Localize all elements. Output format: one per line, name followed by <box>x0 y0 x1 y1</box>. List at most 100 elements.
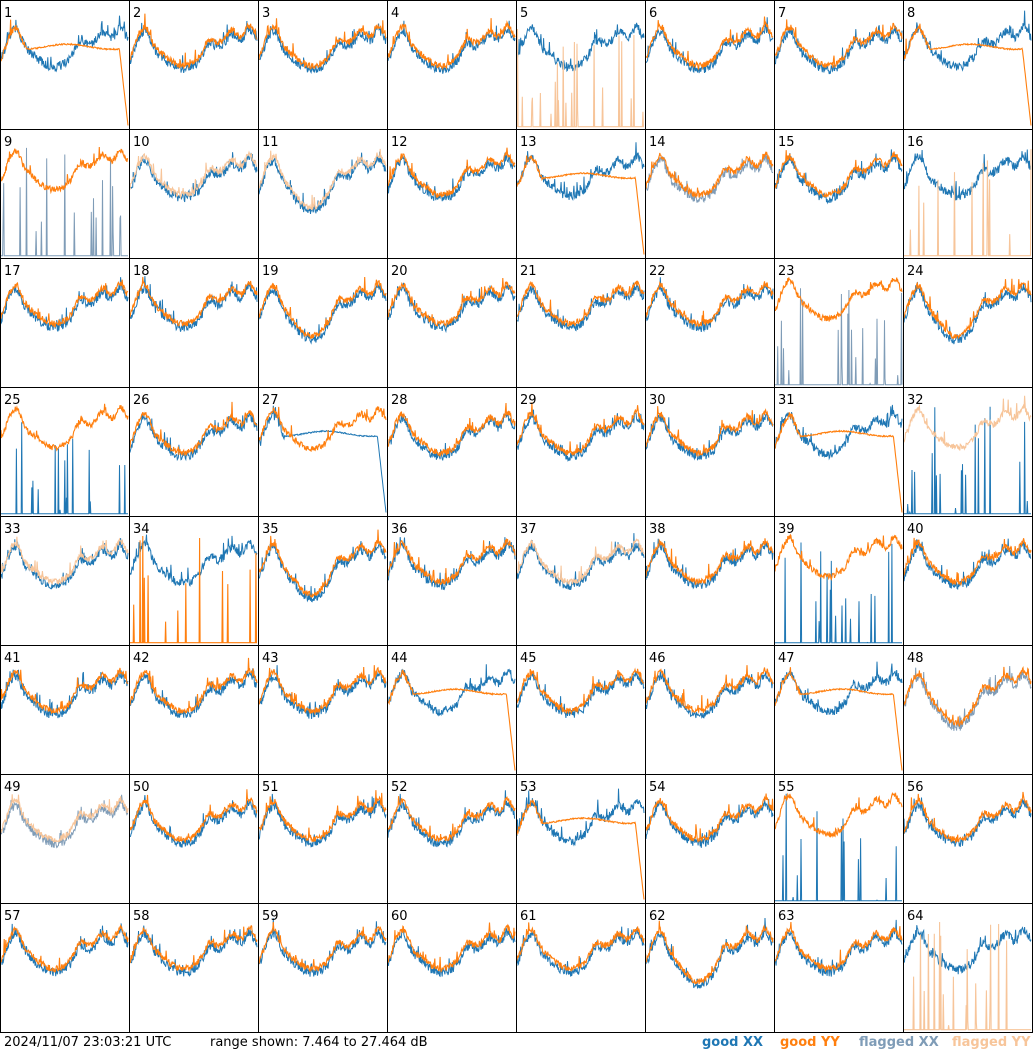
panel-62: 62 <box>645 903 775 1033</box>
panel-47: 47 <box>774 645 904 775</box>
panel-59-yy-line <box>258 921 387 973</box>
panel-28-label: 28 <box>391 393 408 408</box>
panel-28: 28 <box>387 387 517 517</box>
panel-23-label: 23 <box>778 264 795 279</box>
panel-20: 20 <box>387 258 517 388</box>
panel-42-label: 42 <box>133 651 150 666</box>
panel-12-yy-line <box>387 147 516 199</box>
panel-23: 23 <box>774 258 904 388</box>
panel-6-frame <box>645 0 775 130</box>
panel-18-xx-line <box>129 276 258 332</box>
panel-14-yy-line <box>645 151 774 199</box>
panel-32-yy-line <box>903 395 1032 451</box>
panel-2-yy-line <box>129 13 258 70</box>
panel-17: 17 <box>0 258 130 388</box>
panel-24: 24 <box>903 258 1033 388</box>
panel-51-xx-line <box>258 793 387 848</box>
panel-61-yy-line <box>516 922 645 972</box>
panel-8-yy-line <box>903 23 1032 126</box>
panel-11: 11 <box>258 129 388 259</box>
panel-43: 43 <box>258 645 388 775</box>
panel-5-xx-line <box>516 22 645 73</box>
panel-63-label: 63 <box>778 909 795 924</box>
panel-51-label: 51 <box>262 780 279 795</box>
panel-21: 21 <box>516 258 646 388</box>
panel-55-yy-line <box>774 792 903 838</box>
panel-11-yy-line <box>258 148 387 211</box>
panel-35-yy-line <box>258 529 387 598</box>
panel-52-xx-line <box>387 790 516 848</box>
panel-50-label: 50 <box>133 780 150 795</box>
panel-9-label: 9 <box>4 135 12 150</box>
panel-3: 3 <box>258 0 388 130</box>
panel-28-xx-line <box>388 413 516 461</box>
panel-35-label: 35 <box>262 522 279 537</box>
panel-56-yy-line <box>903 791 1032 844</box>
panel-4-yy-line <box>387 18 516 71</box>
panel-58-yy-line <box>129 924 258 973</box>
panel-61-label: 61 <box>520 909 537 924</box>
panel-7: 7 <box>774 0 904 130</box>
panel-58: 58 <box>129 903 259 1033</box>
panel-25-label: 25 <box>4 393 21 408</box>
panel-60-label: 60 <box>391 909 408 924</box>
panel-21-yy-line <box>516 280 645 328</box>
panel-56-xx-line <box>903 797 1032 847</box>
panel-31-yy-line <box>774 412 903 513</box>
legend-flagged-yy: flagged YY <box>952 1035 1031 1050</box>
panel-32-label: 32 <box>907 393 924 408</box>
panel-37-xx-line <box>516 533 645 591</box>
panel-64-yy-line <box>904 921 1031 1031</box>
panel-39-label: 39 <box>778 522 795 537</box>
panel-5-label: 5 <box>520 6 528 21</box>
panel-14-label: 14 <box>649 135 666 150</box>
panel-51: 51 <box>258 774 388 904</box>
panel-9-xx-line <box>1 147 128 257</box>
panel-41-xx-line <box>0 669 129 719</box>
panel-3-label: 3 <box>262 6 270 21</box>
panel-6-xx-line <box>645 17 774 74</box>
panel-39: 39 <box>774 516 904 646</box>
panel-23-yy-line <box>774 277 903 322</box>
panel-1-label: 1 <box>4 6 12 21</box>
panel-36-xx-line <box>387 537 516 591</box>
panel-19-xx-line <box>258 283 387 345</box>
panel-13: 13 <box>516 129 646 259</box>
panel-13-label: 13 <box>520 135 537 150</box>
panel-24-xx-line <box>903 282 1032 345</box>
panel-44-label: 44 <box>391 651 408 666</box>
panel-58-label: 58 <box>133 909 150 924</box>
panel-57: 57 <box>0 903 130 1033</box>
panel-40: 40 <box>903 516 1033 646</box>
panel-19-yy-line <box>258 276 387 340</box>
panel-52: 52 <box>387 774 517 904</box>
panel-2-label: 2 <box>133 6 141 21</box>
panel-22: 22 <box>645 258 775 388</box>
legend-good-yy: good YY <box>780 1035 840 1050</box>
panel-17-label: 17 <box>4 264 21 279</box>
panel-27-xx-line <box>258 405 387 513</box>
panel-42: 42 <box>129 645 259 775</box>
panel-10: 10 <box>129 129 259 259</box>
panel-30-yy-line <box>645 406 774 458</box>
panel-52-label: 52 <box>391 780 408 795</box>
panel-45: 45 <box>516 645 646 775</box>
panel-31: 31 <box>774 387 904 517</box>
panel-16-yy-line <box>904 149 1032 257</box>
panel-33-label: 33 <box>4 522 21 537</box>
panel-63-yy-line <box>774 921 903 973</box>
panel-16-label: 16 <box>907 135 924 150</box>
panel-26-yy-line <box>129 401 258 457</box>
panel-29-yy-line <box>516 402 645 456</box>
panel-30-xx-line <box>645 411 774 461</box>
panel-45-yy-line <box>516 667 645 716</box>
panel-10-yy-line <box>129 150 258 200</box>
panel-59-xx-line <box>258 918 387 977</box>
panel-1-xx-line <box>0 15 129 73</box>
panel-23-xx-line <box>775 288 903 386</box>
panel-6: 6 <box>645 0 775 130</box>
panel-5: 5 <box>516 0 646 130</box>
panel-13-yy-line <box>516 155 645 255</box>
panel-49: 49 <box>0 774 130 904</box>
panel-30-label: 30 <box>649 393 666 408</box>
